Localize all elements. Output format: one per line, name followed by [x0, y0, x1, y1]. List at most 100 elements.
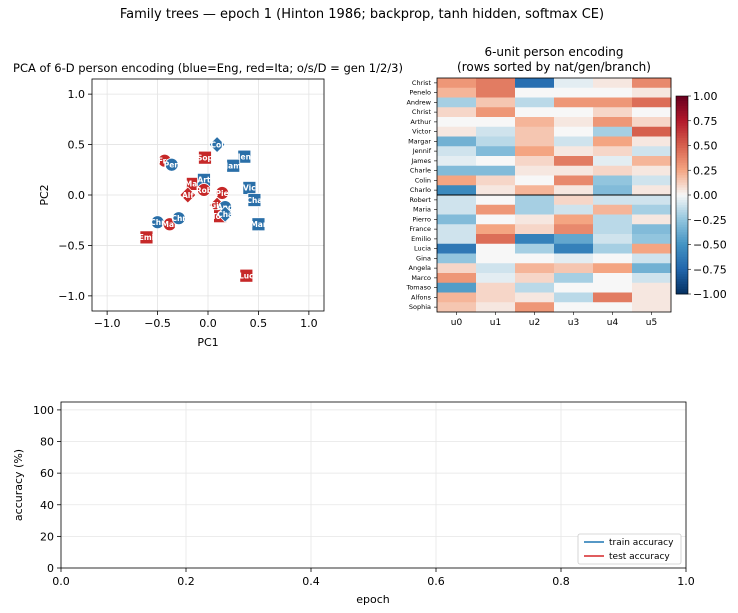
heatmap-cell — [437, 87, 477, 98]
heatmap-row-label: Lucia — [414, 245, 431, 253]
colorbar-segment — [676, 224, 688, 228]
heatmap-cell — [515, 243, 555, 254]
heatmap-cell — [515, 87, 555, 98]
heatmap-row-label: France — [409, 225, 431, 233]
heatmap-row-label: Tomaso — [405, 284, 431, 292]
heatmap-cell — [593, 117, 633, 128]
heatmap-cell — [632, 175, 672, 186]
colorbar-segment — [676, 242, 688, 245]
scatter-point-label: Col — [210, 140, 223, 149]
heatmap-cell — [593, 273, 633, 284]
heatmap-cell — [632, 234, 672, 245]
heatmap-cell — [476, 156, 516, 167]
colorbar-segment — [676, 120, 688, 124]
heatmap-cell — [476, 234, 516, 245]
scatter-xtick-label: 0.0 — [199, 317, 217, 330]
colorbar-segment — [676, 98, 688, 102]
heatmap-frame — [436, 77, 672, 313]
scatter-point — [197, 183, 211, 197]
heatmap-cell — [476, 214, 516, 225]
heatmap-cells — [437, 78, 672, 313]
scatter-point-label: Mar — [162, 220, 179, 229]
heatmap-cell — [515, 107, 555, 118]
heatmap-cell — [515, 136, 555, 147]
heatmap-cell — [554, 195, 594, 206]
heatmap-cell — [515, 126, 555, 137]
heatmap-cell — [437, 165, 477, 176]
heatmap-cell — [554, 97, 594, 108]
heatmap-cell — [476, 117, 516, 128]
colorbar-segment — [676, 180, 688, 184]
colorbar-segment — [676, 214, 688, 218]
colorbar-segment — [676, 118, 688, 122]
accuracy-xtick-label: 0.6 — [427, 575, 445, 588]
heatmap-cell — [437, 195, 477, 206]
scatter-point-label: Vic — [243, 184, 256, 193]
heatmap-cell — [593, 97, 633, 108]
heatmap-col-label: u2 — [529, 318, 540, 328]
scatter-point — [198, 150, 212, 165]
heatmap-cell — [632, 156, 672, 167]
colorbar-segment — [676, 105, 688, 109]
heatmap-cell — [437, 234, 477, 245]
heatmap-cell — [632, 302, 672, 313]
heatmap-cell — [593, 234, 633, 245]
heatmap-cell — [476, 253, 516, 264]
accuracy-xtick-label: 0.4 — [302, 575, 320, 588]
colorbar-segment — [676, 209, 688, 213]
scatter-ytick-label: 0.5 — [68, 139, 86, 152]
heatmap-cell — [437, 292, 477, 303]
heatmap-col-label: u0 — [451, 318, 463, 328]
heatmap-cell — [476, 126, 516, 137]
heatmap-cell — [437, 136, 477, 147]
colorbar-segment — [676, 162, 688, 166]
heatmap-row-label: Charle — [410, 167, 431, 175]
heatmap-cell — [515, 185, 555, 196]
heatmap-cell — [437, 107, 477, 118]
heatmap-cell — [437, 204, 477, 215]
heatmap-cell — [476, 282, 516, 293]
heatmap-row-label: Jennif — [412, 147, 432, 155]
accuracy-xlabel: epoch — [356, 593, 390, 606]
heatmap-cell — [554, 185, 594, 196]
legend-train-label: train accuracy — [609, 538, 674, 548]
scatter-point-label: Chr — [171, 214, 186, 223]
scatter-xtick-label: −1.0 — [94, 317, 121, 330]
heatmap-cell — [554, 273, 594, 284]
heatmap-cell — [515, 282, 555, 293]
colorbar-segment — [676, 256, 688, 260]
heatmap-cell — [593, 243, 633, 254]
colorbar-segment — [676, 199, 688, 203]
heatmap-row-label: Emilio — [411, 235, 431, 243]
colorbar-segment — [676, 251, 688, 255]
heatmap-cell — [437, 214, 477, 225]
heatmap-row-label: Charlo — [410, 186, 431, 194]
heatmap-cell — [437, 175, 477, 186]
scatter-point-label: Chr — [150, 218, 165, 227]
scatter-point — [164, 157, 179, 172]
heatmap-row-label: Alfons — [411, 293, 432, 301]
heatmap-cell — [476, 263, 516, 274]
scatter-point-label: Pie — [216, 189, 229, 198]
colorbar-segment — [676, 187, 688, 191]
colorbar-segment — [676, 254, 688, 258]
colorbar-segment — [676, 125, 688, 129]
heatmap-cell — [515, 214, 555, 225]
heatmap-cell — [593, 253, 633, 264]
scatter-xtick-label: 1.0 — [300, 317, 318, 330]
colorbar-segment — [676, 274, 688, 278]
colorbar-segment — [676, 264, 688, 268]
heatmap-cell — [476, 204, 516, 215]
colorbar-segment — [676, 170, 688, 174]
heatmap-title: 6-unit person encoding — [484, 45, 623, 59]
scatter-ticks: −1.0 −1.0 −0.5 −0.5 0.0 0.0 0.5 0.5 1.0 1.0 — [58, 88, 317, 330]
accuracy-legend: train accuracy test accuracy — [577, 533, 682, 565]
heatmap-cell — [554, 204, 594, 215]
heatmap-cell — [437, 282, 477, 293]
colorbar-segment — [676, 100, 688, 104]
accuracy-ytick-label: 100 — [33, 404, 54, 417]
heatmap-cell — [593, 165, 633, 176]
accuracy-ytick-label: 80 — [40, 436, 54, 449]
colorbar-segment — [676, 175, 688, 179]
